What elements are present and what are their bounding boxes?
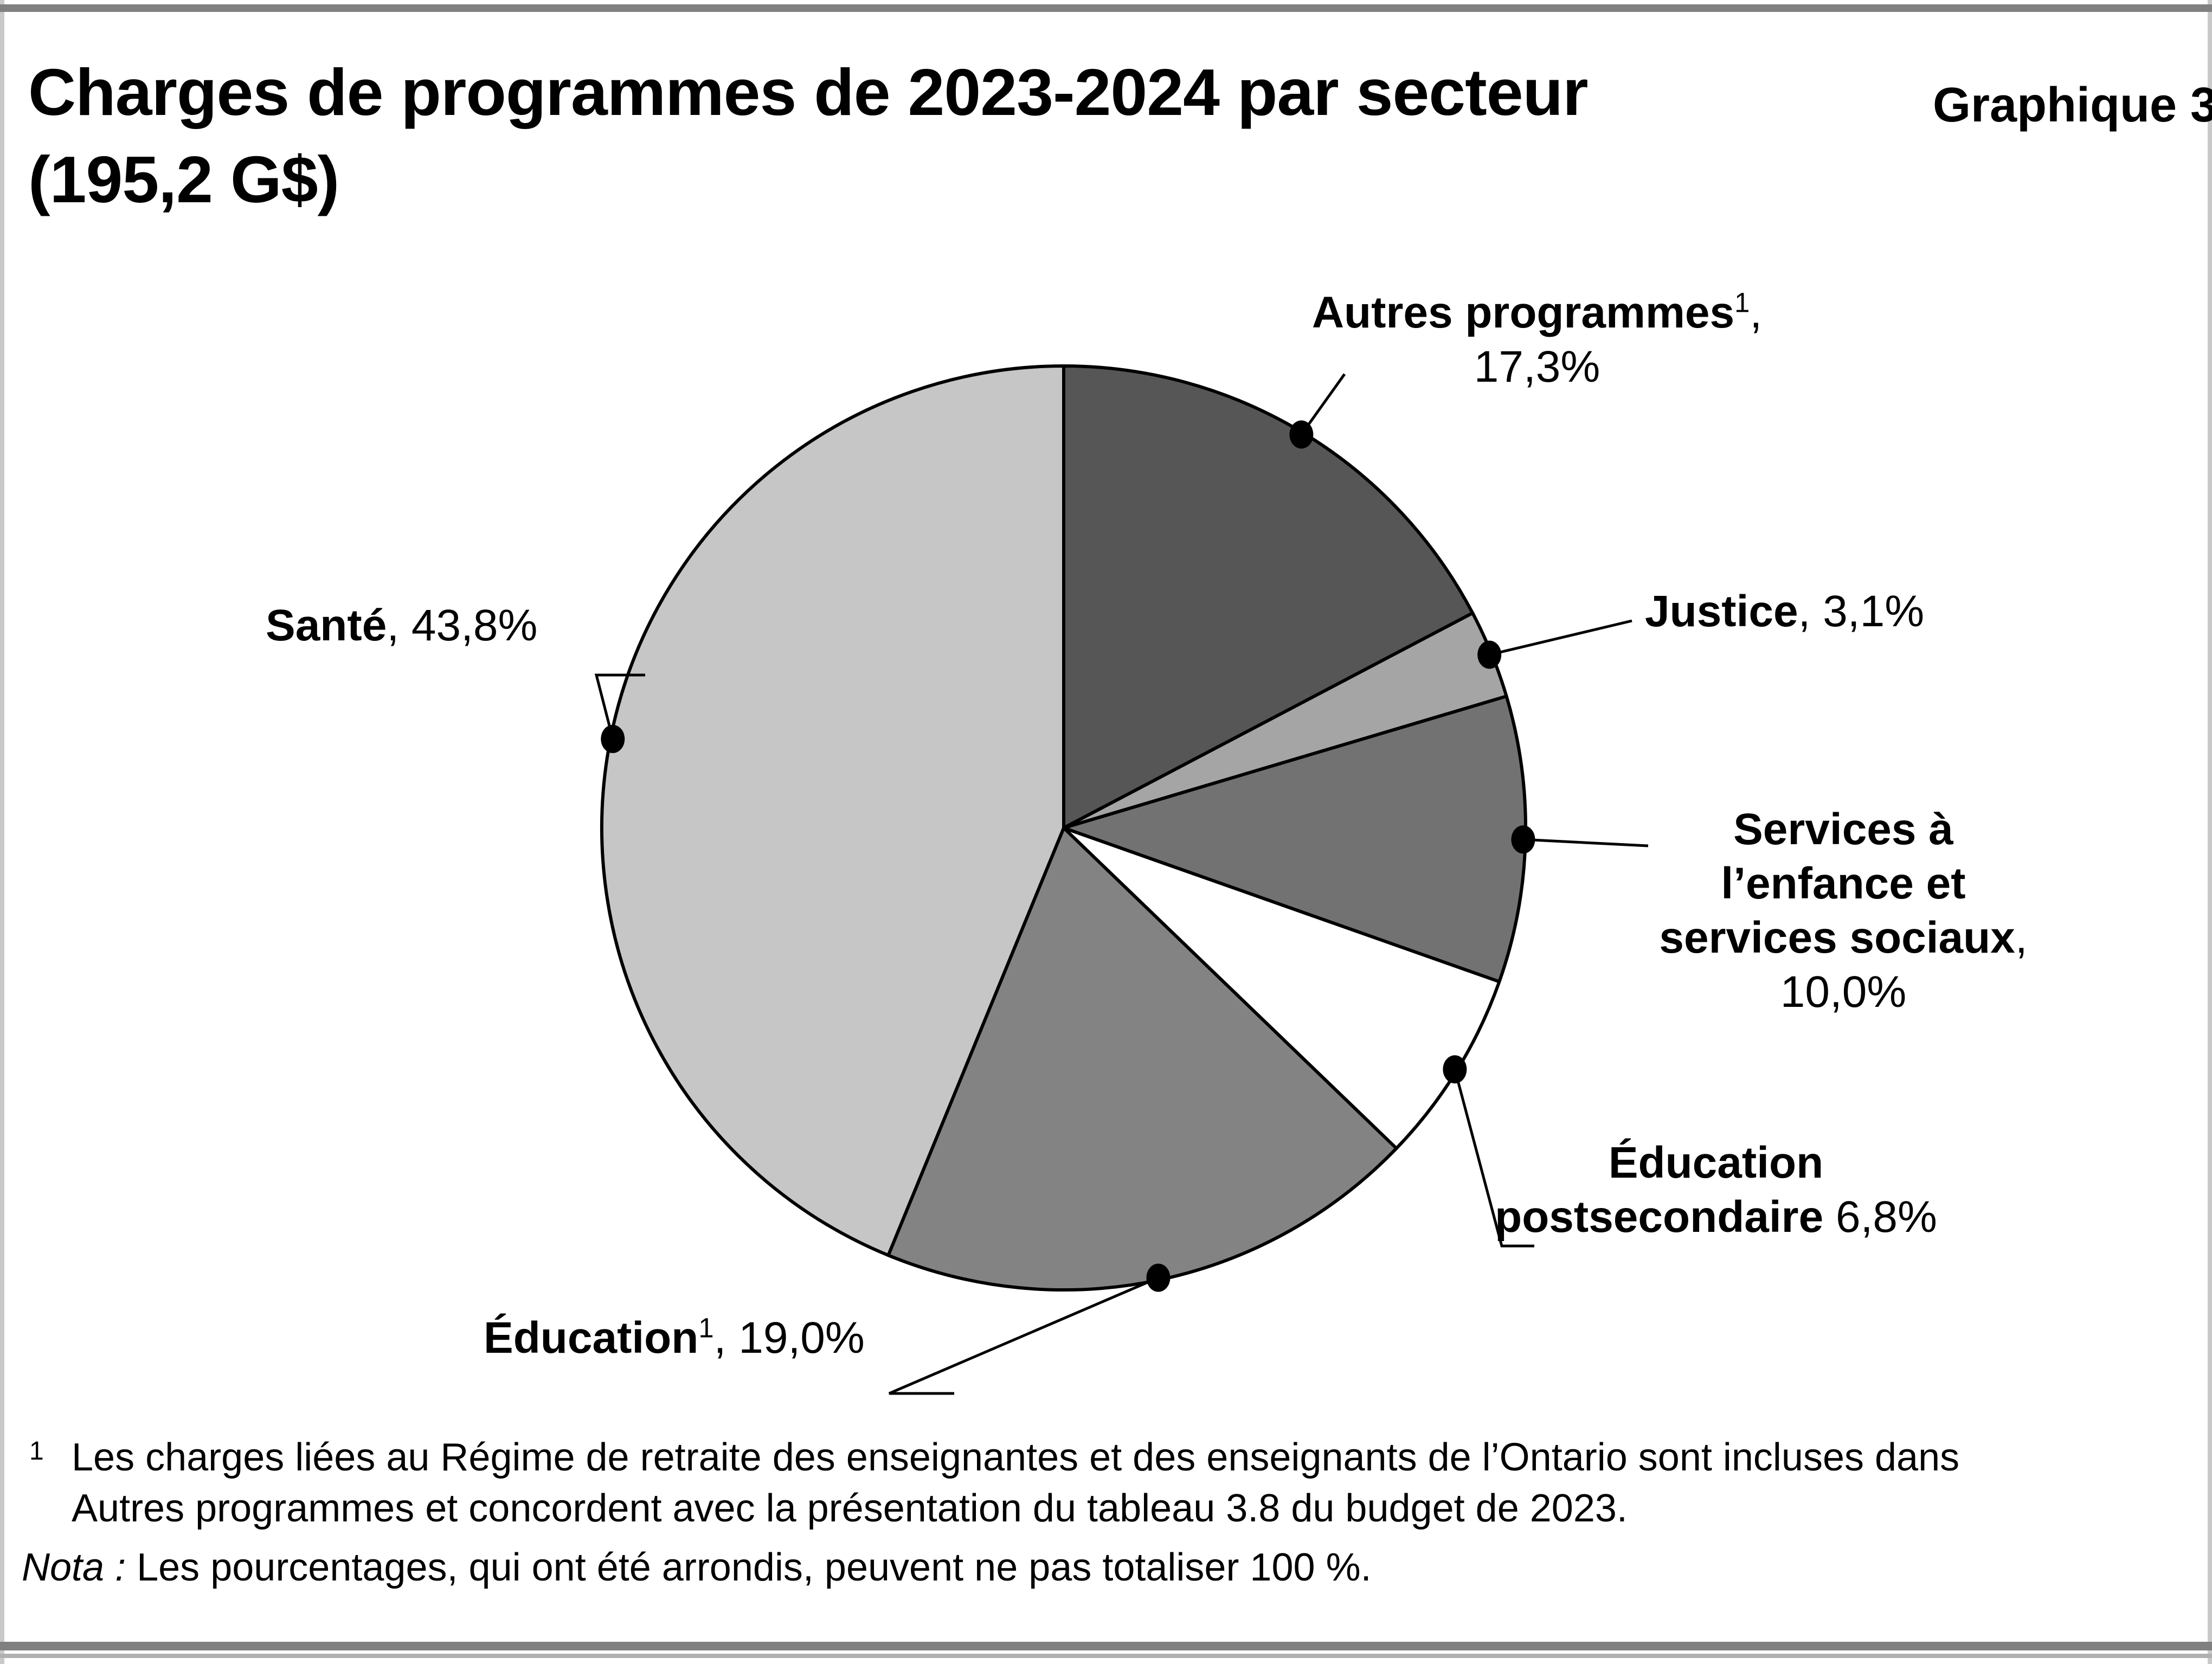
slice-label-value: 6,8% bbox=[1835, 1192, 1937, 1242]
slice-label-separator: , bbox=[1798, 587, 1811, 636]
page-title: Charges de programmes de 2023-2024 par s… bbox=[28, 55, 1589, 217]
footnote-marker: 1 bbox=[1734, 287, 1750, 318]
top-rule bbox=[0, 4, 2212, 12]
slice-label-name: Éducation postsecondaire bbox=[1495, 1138, 1824, 1242]
slice-label-education: Éducation1, 19,0% bbox=[484, 1311, 972, 1365]
bottom-rule-secondary bbox=[0, 1654, 2212, 1658]
page-right-edge bbox=[2208, 0, 2212, 1664]
nota-line: Nota : Les pourcentages, qui ont été arr… bbox=[22, 1543, 2169, 1594]
slice-label-value: 10,0% bbox=[1780, 967, 1907, 1017]
slice-label-justice: Justice, 3,1% bbox=[1645, 584, 2144, 639]
leader-dot bbox=[1443, 1055, 1467, 1084]
nota-text: Les pourcentages, qui ont été arrondis, … bbox=[126, 1546, 1372, 1590]
title-block: Charges de programmes de 2023-2024 par s… bbox=[28, 49, 1926, 223]
footnotes-block: 1 Les charges liées au Régime de retrait… bbox=[22, 1432, 2169, 1594]
leader-dot bbox=[601, 724, 625, 753]
leader-line bbox=[1523, 838, 1649, 847]
footnote-1-line-2: Autres programmes et concordent avec la … bbox=[72, 1486, 1628, 1530]
pie-slices bbox=[600, 364, 1527, 1292]
leader-line bbox=[1454, 1069, 1534, 1248]
leader-line bbox=[594, 673, 645, 740]
leader-dot bbox=[1511, 825, 1535, 854]
slice-label-name: Santé bbox=[266, 601, 387, 650]
slice-label-separator: , bbox=[2015, 913, 2028, 963]
slice-label-education-postsecondaire: Éducation postsecondaire 6,8% bbox=[1491, 1136, 1941, 1244]
footnote-1-marker: 1 bbox=[29, 1437, 44, 1466]
footnote-1: 1 Les charges liées au Régime de retrait… bbox=[22, 1432, 2169, 1483]
slice-label-space bbox=[399, 601, 411, 650]
footnote-marker: 1 bbox=[698, 1312, 714, 1344]
nota-lead: Nota : bbox=[22, 1546, 126, 1590]
slice-label-services-enfance: Services à l’enfance et services sociaux… bbox=[1654, 802, 2033, 1019]
slice-label-space bbox=[726, 1313, 738, 1363]
slice-label-name: Autres programmes bbox=[1311, 288, 1735, 337]
leader-dots bbox=[601, 420, 1535, 1292]
leader-dot bbox=[1477, 640, 1502, 669]
leader-dot bbox=[1146, 1263, 1171, 1292]
leader-lines bbox=[594, 373, 1649, 1395]
page-left-edge bbox=[0, 0, 4, 1664]
figure-number: Graphique 3 bbox=[1933, 78, 2212, 132]
slice-label-sante: Santé, 43,8% bbox=[266, 599, 602, 653]
slice-label-separator: , bbox=[1750, 288, 1763, 337]
slice-label-value: 17,3% bbox=[1474, 342, 1600, 392]
leader-dot bbox=[1289, 420, 1314, 449]
slice-label-value: 3,1% bbox=[1823, 587, 1925, 636]
leader-line bbox=[1489, 619, 1632, 656]
slice-label-space bbox=[1823, 1192, 1836, 1242]
leader-line bbox=[889, 1276, 1159, 1395]
slice-label-name: Éducation bbox=[484, 1313, 699, 1363]
slice-label-name: Services à l’enfance et services sociaux bbox=[1659, 805, 2015, 963]
slice-label-separator: , bbox=[387, 601, 400, 650]
slice-label-name: Justice bbox=[1645, 587, 1798, 636]
footnote-1-line-1: Les charges liées au Régime de retraite … bbox=[72, 1436, 1960, 1479]
slice-label-value: 43,8% bbox=[411, 601, 538, 650]
slice-label-separator: , bbox=[713, 1313, 726, 1363]
slice-label-autres-programmes: Autres programmes1, 17,3% bbox=[1263, 286, 1811, 394]
slice-label-space bbox=[1810, 587, 1823, 636]
bottom-rule bbox=[0, 1642, 2212, 1650]
slice-label-value: 19,0% bbox=[738, 1313, 865, 1363]
